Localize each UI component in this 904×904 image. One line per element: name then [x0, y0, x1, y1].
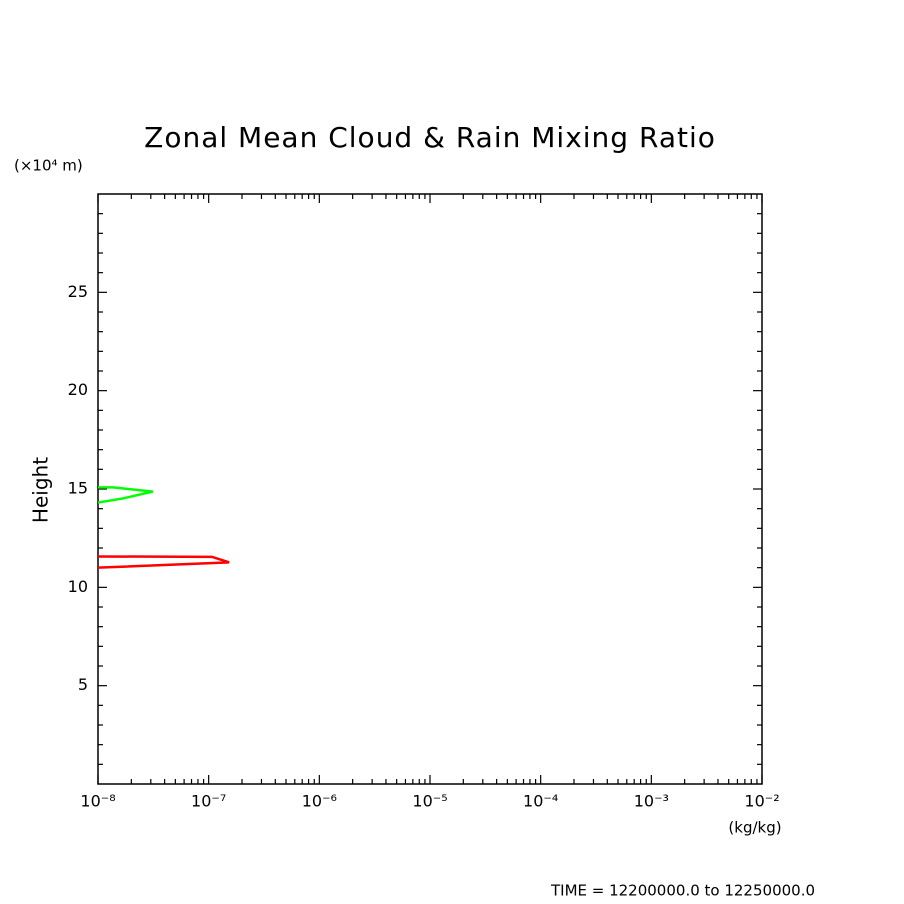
y-tick-label: 10 [68, 577, 88, 596]
x-tick-label: 10⁻⁶ [302, 792, 337, 811]
y-tick-label: 20 [68, 380, 88, 399]
y-axis-label: Height [29, 457, 53, 523]
x-tick-label: 10⁻⁵ [412, 792, 447, 811]
x-tick-label: 10⁻⁷ [191, 792, 226, 811]
y-tick-label: 15 [68, 479, 88, 498]
x-unit: (kg/kg) [728, 819, 781, 837]
x-tick-label: 10⁻⁸ [80, 792, 115, 811]
x-tick-label: 10⁻³ [634, 792, 669, 811]
data-line [97, 486, 154, 504]
y-unit: (×10⁴ m) [14, 157, 83, 175]
data-line [97, 555, 230, 569]
y-tick-label: 25 [68, 282, 88, 301]
y-tick-label: 5 [78, 675, 88, 694]
x-tick-label: 10⁻² [744, 792, 779, 811]
x-tick-label: 10⁻⁴ [523, 792, 558, 811]
chart-title: Zonal Mean Cloud & Rain Mixing Ratio [144, 121, 716, 154]
footer: TIME = 12200000.0 to 12250000.0 [550, 882, 815, 900]
